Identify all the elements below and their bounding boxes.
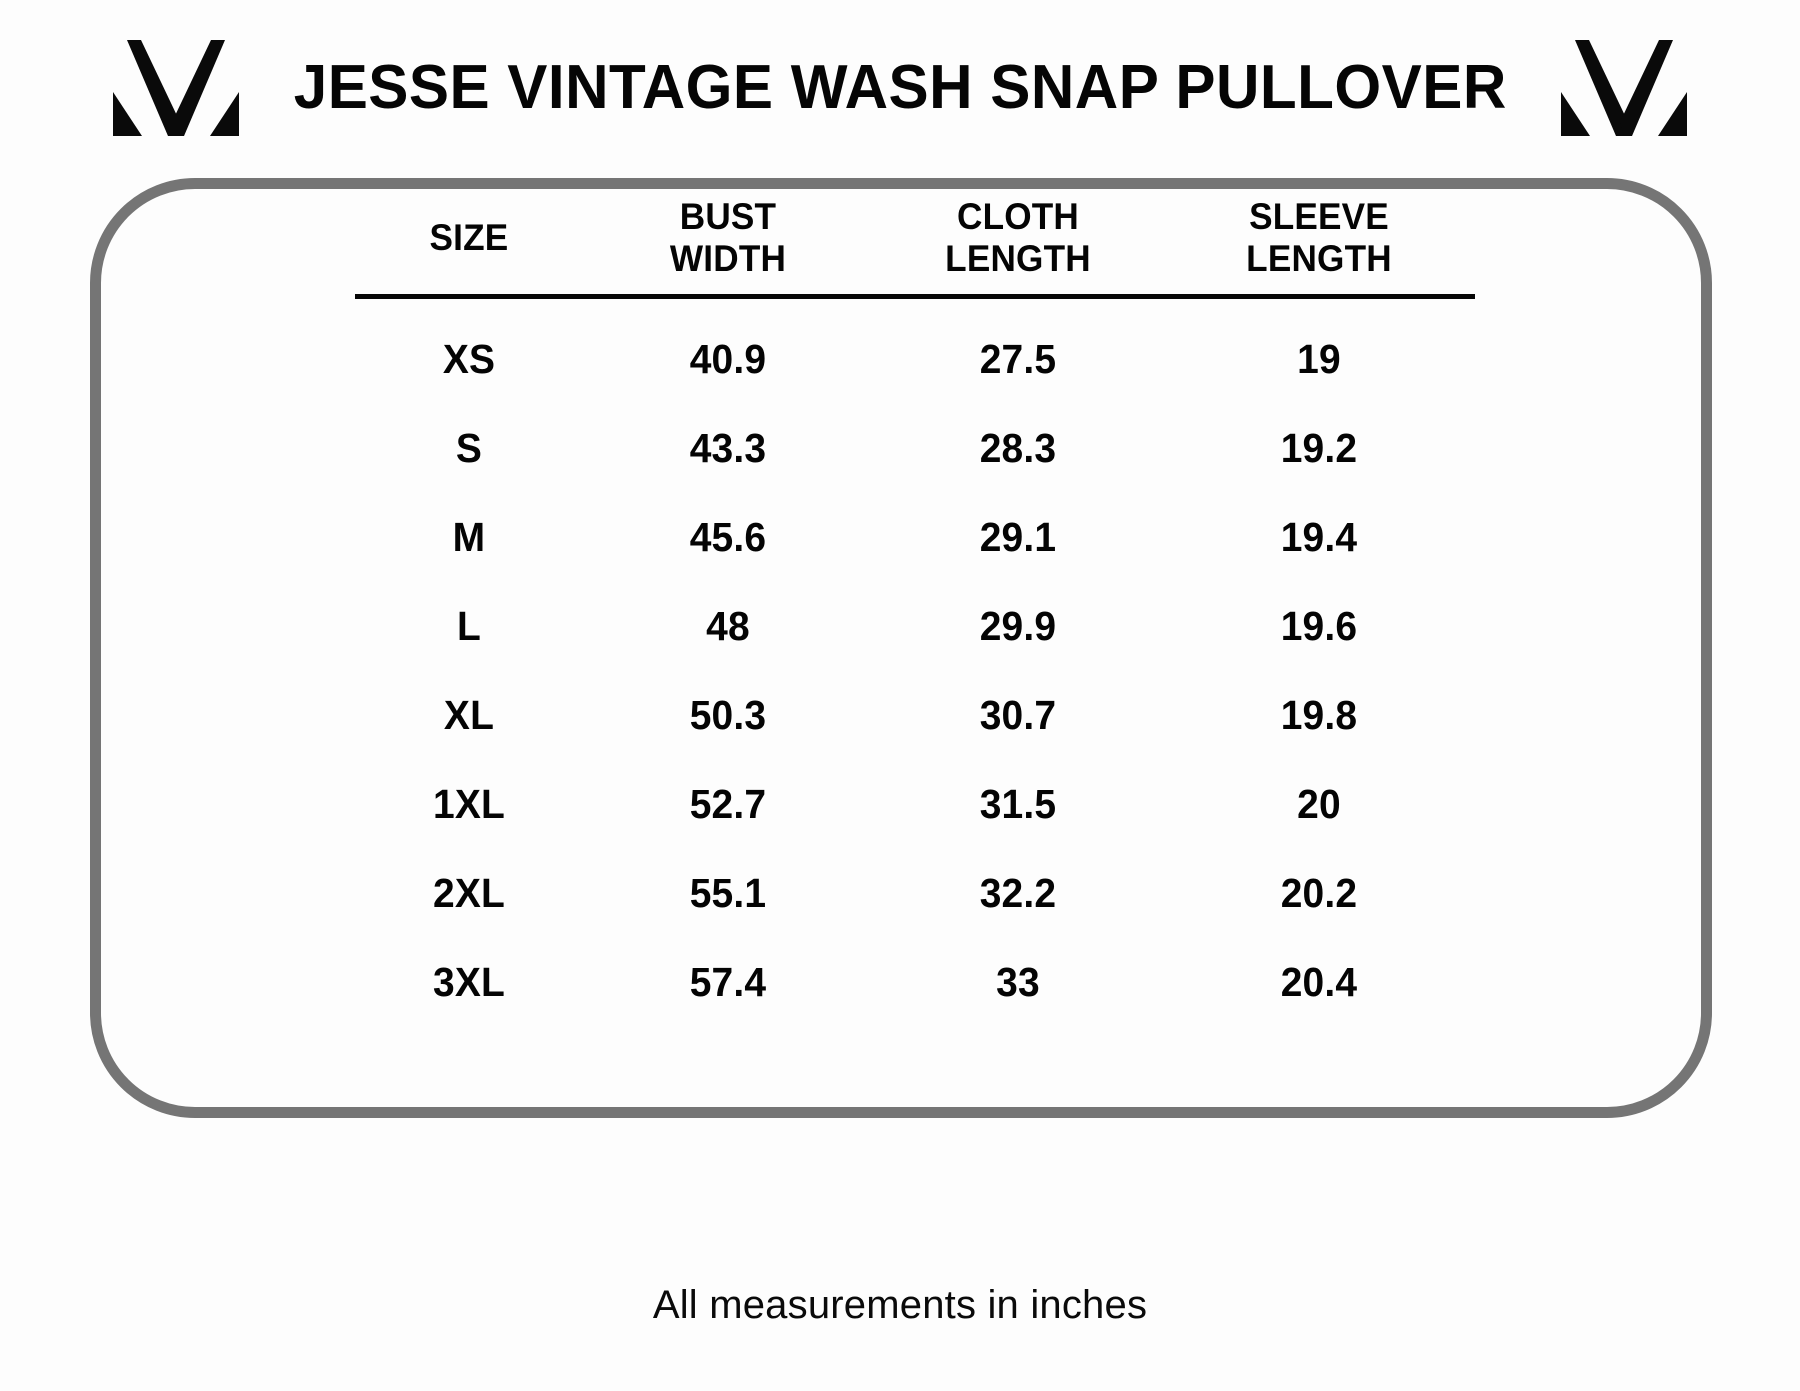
column-header-size-line1: SIZE (429, 217, 509, 259)
cell-size: 2XL (432, 870, 505, 917)
size-table-wrap: SIZE BUST WIDTH CLOTH LENGTH SLEEVE LENG… (355, 196, 1475, 1027)
cell-cloth-length: 32.2 (979, 870, 1057, 917)
brand-logo-m-left-icon (112, 40, 239, 136)
table-row: XL 50.3 30.7 19.8 (355, 671, 1475, 760)
title-band: JESSE VINTAGE WASH SNAP PULLOVER (0, 28, 1800, 148)
cell-sleeve-length: 19.4 (1280, 514, 1358, 561)
cell-cloth-length: 29.1 (979, 514, 1057, 561)
cell-cloth-length: 33 (996, 959, 1040, 1006)
column-header-cloth-line2: LENGTH (945, 238, 1091, 280)
size-chart-table: SIZE BUST WIDTH CLOTH LENGTH SLEEVE LENG… (355, 196, 1475, 1027)
cell-cloth-length: 30.7 (979, 692, 1057, 739)
cell-sleeve-length: 20.2 (1280, 870, 1358, 917)
cell-size: S (455, 425, 483, 472)
table-row: 1XL 52.7 31.5 20 (355, 760, 1475, 849)
table-row: S 43.3 28.3 19.2 (355, 404, 1475, 493)
table-body: XS 40.9 27.5 19 S 43.3 28.3 19.2 M 45.6 … (355, 297, 1475, 1028)
brand-logo-m-right-icon (1561, 40, 1688, 136)
table-row: XS 40.9 27.5 19 (355, 297, 1475, 405)
cell-sleeve-length: 19.8 (1280, 692, 1358, 739)
cell-cloth-length: 28.3 (979, 425, 1057, 472)
measurements-unit-note: All measurements in inches (652, 1283, 1148, 1327)
column-header-sleeve-line1: SLEEVE (1249, 196, 1389, 237)
cell-bust-width: 48 (706, 603, 750, 650)
cell-size: 1XL (432, 781, 505, 828)
table-header-row: SIZE BUST WIDTH CLOTH LENGTH SLEEVE LENG… (355, 196, 1475, 300)
cell-bust-width: 50.3 (689, 692, 767, 739)
cell-size: 3XL (432, 959, 505, 1006)
column-header-sleeve-line2: LENGTH (1246, 238, 1392, 280)
cell-sleeve-length: 19.2 (1280, 425, 1358, 472)
cell-sleeve-length: 19.6 (1280, 603, 1358, 650)
column-header-size: SIZE (360, 196, 578, 300)
cell-cloth-length: 29.9 (979, 603, 1057, 650)
cell-bust-width: 40.9 (689, 336, 767, 383)
cell-bust-width: 55.1 (689, 870, 767, 917)
cell-bust-width: 57.4 (689, 959, 767, 1006)
chart-card-border (90, 178, 1712, 1118)
cell-size: XL (443, 692, 495, 739)
cell-bust-width: 43.3 (689, 425, 767, 472)
table-row: 3XL 57.4 33 20.4 (355, 938, 1475, 1027)
table-row: 2XL 55.1 32.2 20.2 (355, 849, 1475, 938)
table-header: SIZE BUST WIDTH CLOTH LENGTH SLEEVE LENG… (355, 196, 1475, 300)
cell-size: L (457, 603, 481, 650)
column-header-bust-line1: BUST (679, 196, 777, 237)
cell-bust-width: 45.6 (689, 514, 767, 561)
column-header-cloth-length: CLOTH LENGTH (880, 196, 1156, 300)
cell-size: M (452, 514, 486, 561)
cell-sleeve-length: 20 (1297, 781, 1341, 828)
column-header-cloth-line1: CLOTH (956, 196, 1080, 237)
cell-bust-width: 52.7 (689, 781, 767, 828)
cell-sleeve-length: 19 (1297, 336, 1341, 383)
column-header-sleeve-length: SLEEVE LENGTH (1170, 196, 1468, 300)
table-row: L 48 29.9 19.6 (355, 582, 1475, 671)
cell-cloth-length: 31.5 (979, 781, 1057, 828)
table-row: M 45.6 29.1 19.4 (355, 493, 1475, 582)
page-title: JESSE VINTAGE WASH SNAP PULLOVER (293, 53, 1507, 122)
cell-size: XS (442, 336, 496, 383)
column-header-bust-width: BUST WIDTH (590, 196, 866, 300)
cell-cloth-length: 27.5 (979, 336, 1057, 383)
column-header-bust-line2: WIDTH (669, 238, 787, 280)
cell-sleeve-length: 20.4 (1280, 959, 1358, 1006)
